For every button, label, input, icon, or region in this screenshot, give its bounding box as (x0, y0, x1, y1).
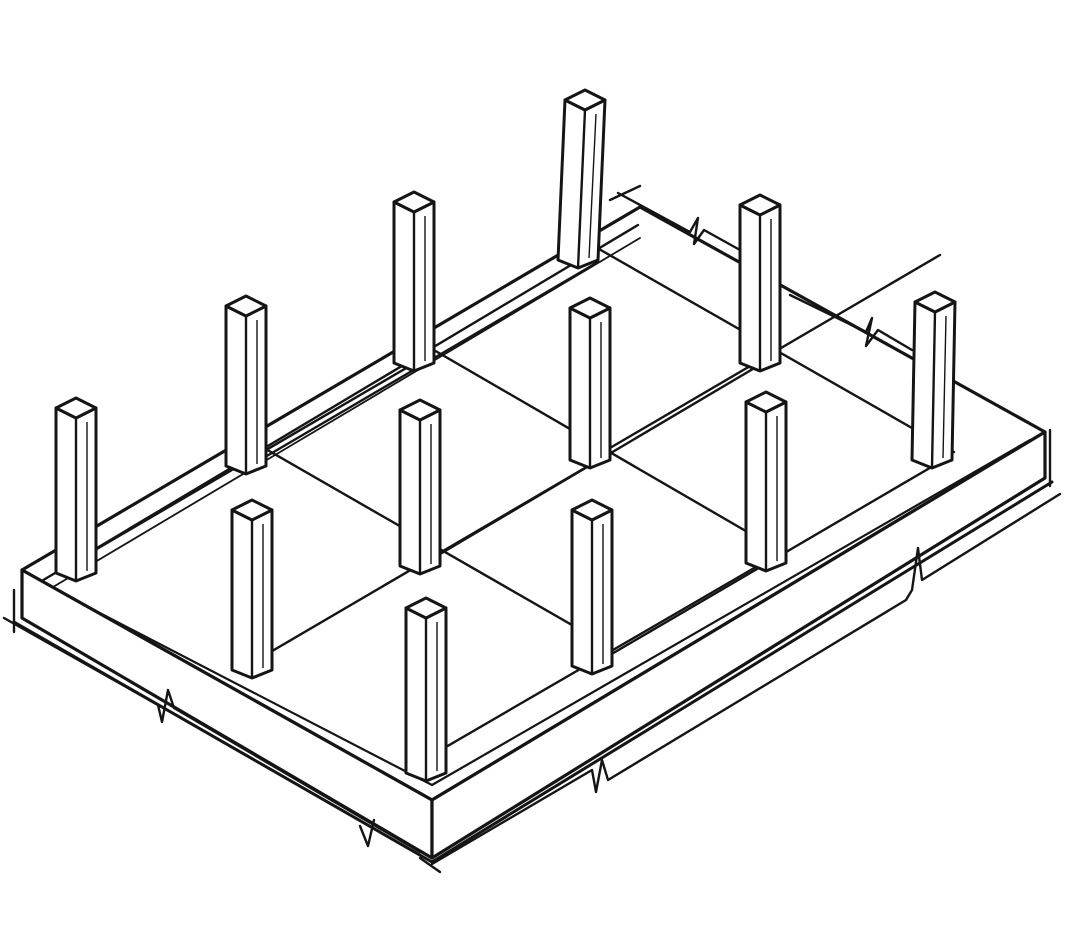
column-cap (744, 390, 788, 414)
column-11 (230, 498, 274, 680)
column-corner-edge (930, 311, 937, 469)
slab-upstand-back-left-2 (47, 237, 641, 591)
column-corner-edge (576, 109, 587, 269)
column-cap (563, 88, 607, 112)
column-8 (398, 398, 442, 576)
column-9 (570, 498, 614, 676)
column-cap (392, 190, 436, 214)
column-cap (404, 596, 448, 620)
break-line-back-1 (616, 191, 742, 252)
slab-front-right-face (430, 430, 1047, 860)
column-1 (556, 88, 607, 270)
column-cap (224, 294, 268, 318)
column-2 (738, 193, 782, 373)
column-cap (738, 193, 782, 217)
dim-tick-corner (418, 856, 442, 874)
column-12 (404, 596, 448, 783)
slab-inner-edge-front-right (430, 438, 1032, 787)
column-5 (568, 296, 612, 470)
slab-upstand-back-left (38, 223, 640, 584)
column-cap (570, 498, 614, 522)
column-cap (913, 290, 957, 314)
break-lines (2, 184, 1062, 874)
column-cap (398, 398, 442, 422)
slab-bottom-right-edge (430, 480, 1054, 864)
back-edge-tick (608, 184, 642, 202)
break-line-front-right (430, 492, 1062, 866)
column-cap (568, 296, 612, 320)
break-line-front-left (2, 616, 422, 854)
column-3 (910, 290, 957, 470)
break-line-back-2 (788, 293, 914, 352)
slab (12, 205, 1054, 864)
column-shade-line (588, 113, 597, 259)
column-cap (54, 396, 98, 420)
column-cap (230, 498, 274, 522)
column-10 (54, 396, 98, 583)
break-line-front-left-lower (358, 818, 376, 848)
column-6 (744, 390, 788, 573)
columns (54, 88, 957, 783)
column-7 (224, 294, 268, 476)
column-shade-line (942, 315, 947, 459)
column-4 (392, 190, 436, 373)
